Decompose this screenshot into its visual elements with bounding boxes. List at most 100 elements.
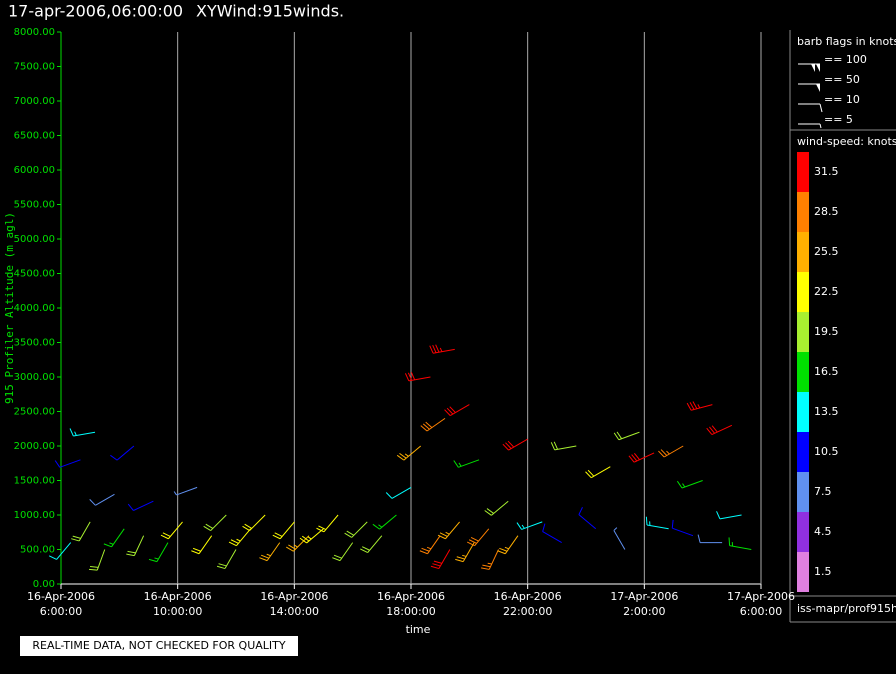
barb-staff [488, 549, 499, 570]
barb-tick [633, 452, 640, 460]
flag-legend-label: == 50 [824, 73, 860, 86]
barb-tick [299, 537, 307, 544]
barb-tick [71, 538, 80, 542]
barb-tick [410, 372, 416, 380]
barb-tick [616, 431, 623, 439]
y-tick-label: 6000.00 [14, 165, 55, 176]
y-tick-label: 4000.00 [14, 303, 55, 314]
barb-half [74, 431, 77, 436]
barb-tick [318, 525, 327, 531]
wind-barb [628, 452, 655, 463]
barb-staff [266, 542, 281, 561]
wind-barb [481, 549, 499, 570]
x-tick-label: 17-Apr-2006 [610, 590, 678, 603]
color-label: 19.5 [814, 325, 839, 338]
color-swatch [797, 392, 809, 432]
barb-half [682, 483, 686, 488]
y-tick-label: 6500.00 [14, 131, 55, 142]
x-tick-label: 6:00:00 [40, 605, 82, 618]
barb-tick [542, 523, 546, 532]
barb-staff [236, 528, 251, 546]
barb-staff [663, 445, 684, 458]
barb-tick [361, 546, 370, 551]
barb-tick [502, 443, 509, 451]
barb-tick [658, 450, 665, 458]
barb-staff [554, 445, 577, 451]
color-label: 10.5 [814, 445, 839, 458]
barb-tick [706, 427, 713, 435]
x-tick-label: 16-Apr-2006 [144, 590, 212, 603]
barb-staff [210, 514, 227, 531]
barb-half [458, 462, 462, 467]
barb-staff [323, 514, 339, 533]
barb-staff [432, 348, 455, 354]
barb-staff [438, 549, 451, 569]
color-label: 28.5 [814, 205, 839, 218]
barb-tick [587, 469, 595, 477]
wind-barb [272, 521, 295, 540]
x-tick-label: 18:00:00 [386, 605, 435, 618]
barb-staff [403, 445, 422, 461]
barb-staff [542, 531, 562, 544]
barb-staff [729, 545, 752, 550]
wind-barb [658, 445, 684, 458]
chart-title: 17-apr-2006,06:00:00 [8, 2, 183, 21]
barb-tick [505, 442, 512, 449]
barb-tick [553, 441, 559, 450]
barb-tick [89, 566, 99, 568]
y-tick-label: 3000.00 [14, 372, 55, 383]
barb-staff [474, 528, 490, 546]
barb-tick [628, 455, 635, 463]
color-swatch [797, 472, 809, 512]
barb-tick [419, 550, 428, 555]
y-tick-label: 7000.00 [14, 96, 55, 107]
barb-staff [176, 486, 198, 496]
y-tick-label: 1000.00 [14, 510, 55, 521]
barb-staff [491, 500, 509, 516]
barb-tick [48, 555, 57, 560]
barb-staff [78, 521, 91, 542]
wind-barb [259, 542, 281, 562]
barb-tick [709, 426, 716, 434]
barb-tick [346, 530, 355, 536]
barb-tick [497, 550, 506, 555]
y-tick-label: 8000.00 [14, 27, 55, 38]
barb-tick [72, 535, 81, 539]
wind-barb [419, 535, 441, 555]
barb-tick [288, 544, 296, 550]
barb-tick [274, 532, 283, 537]
x-tick-label: 6:00:00 [740, 605, 782, 618]
barb-flag [816, 84, 820, 92]
barb-tick [360, 548, 368, 554]
barb-staff [426, 417, 446, 432]
barb-tick [631, 454, 638, 462]
barb-tick [344, 532, 352, 538]
y-tick-label: 2000.00 [14, 441, 55, 452]
source: iss-mapr/prof915h [797, 602, 896, 615]
barb-tick [585, 471, 592, 479]
barb-tick [499, 547, 508, 552]
color-swatch [797, 272, 809, 312]
barb-tick [453, 460, 459, 468]
wind-barb [455, 542, 475, 563]
barb-half [173, 491, 177, 496]
barb-tick [192, 547, 201, 552]
barb-half [439, 347, 443, 352]
barb-half [819, 123, 822, 129]
barb-staff [508, 438, 528, 451]
barb-tick [162, 532, 171, 537]
barb-tick [396, 454, 405, 461]
barb-half [462, 554, 467, 557]
barb-tick [218, 563, 227, 567]
barb-tick [203, 525, 211, 531]
color-swatch [797, 152, 809, 192]
barb-tick [660, 449, 668, 456]
wind-barb [126, 535, 145, 557]
y-tick-label: 5500.00 [14, 200, 55, 211]
barb-tick [449, 406, 456, 413]
wind-barb [173, 486, 198, 496]
barb-staff [462, 542, 475, 562]
barb-staff [111, 528, 125, 548]
barb-tick [332, 557, 341, 562]
x-tick-label: 22:00:00 [503, 605, 552, 618]
